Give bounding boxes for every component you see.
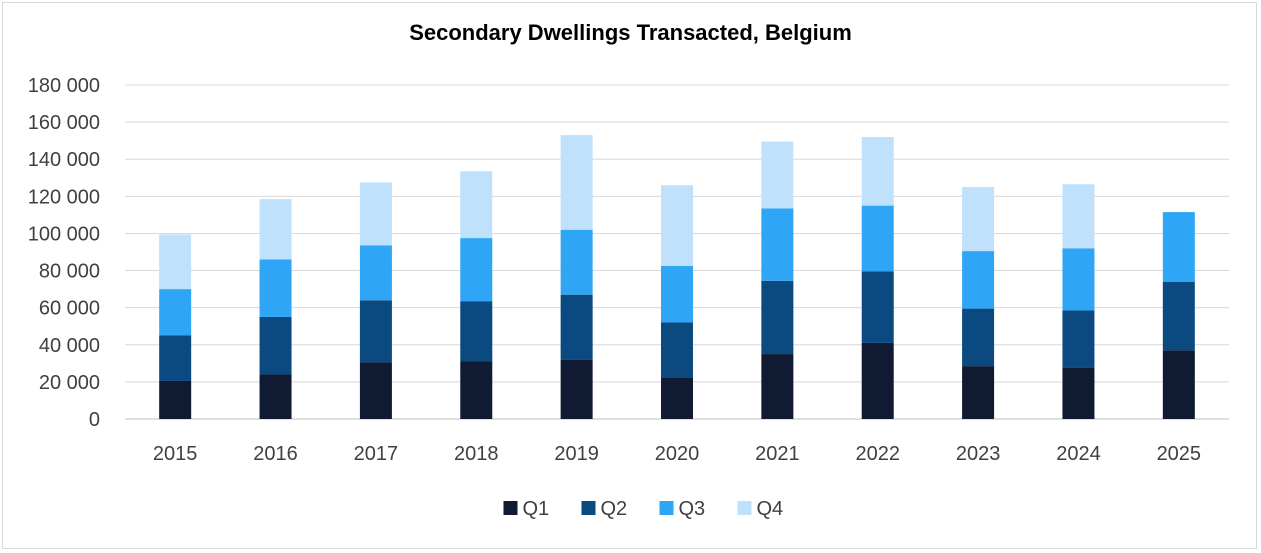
x-tick-label: 2019 [554, 443, 599, 465]
x-tick-label: 2018 [454, 443, 499, 465]
bar-q2-2024 [1062, 310, 1095, 368]
bar-q3-2022 [861, 205, 894, 272]
x-tick-label: 2015 [153, 443, 198, 465]
bar-q4-2022 [861, 136, 894, 206]
x-tick-label: 2023 [956, 443, 1001, 465]
legend-label-q4: Q4 [757, 498, 784, 520]
x-tick-label: 2017 [354, 443, 399, 465]
bar-q1-2022 [861, 342, 894, 419]
x-tick-label: 2016 [253, 443, 298, 465]
bar-q2-2015 [159, 335, 192, 381]
bar-q1-2025 [1162, 350, 1195, 419]
bar-q4-2019 [560, 135, 593, 230]
bar-q4-2020 [661, 185, 693, 266]
y-tick-label: 0 [89, 409, 100, 431]
y-tick-label: 120 000 [28, 186, 100, 208]
bar-q4-2023 [962, 187, 995, 252]
bar-q3-2025 [1162, 212, 1195, 282]
bar-q2-2025 [1162, 281, 1195, 351]
bar-q2-2016 [259, 316, 292, 375]
legend-swatch-q2 [581, 501, 596, 515]
x-tick-label: 2025 [1157, 443, 1202, 465]
y-tick-label: 180 000 [28, 75, 100, 97]
x-tick-label: 2021 [755, 443, 800, 465]
bar-q3-2021 [761, 208, 794, 281]
bar-q3-2024 [1062, 248, 1095, 311]
y-tick-label: 160 000 [28, 112, 100, 134]
bar-q2-2023 [962, 308, 995, 367]
bar-q2-2022 [861, 271, 894, 343]
bar-q1-2024 [1062, 367, 1095, 419]
bar-q4-2017 [359, 182, 392, 246]
bar-q3-2017 [359, 245, 392, 301]
bar-q3-2020 [661, 265, 693, 323]
bar-q2-2017 [359, 300, 392, 363]
bar-q1-2015 [159, 380, 192, 419]
bar-q4-2015 [159, 234, 192, 290]
x-tick-label: 2022 [855, 443, 900, 465]
bar-q1-2021 [761, 354, 794, 419]
legend-swatch-q3 [659, 501, 674, 515]
bar-q1-2023 [962, 366, 995, 419]
bar-q3-2018 [460, 238, 493, 302]
bar-q3-2016 [259, 259, 292, 317]
bar-q4-2018 [460, 171, 493, 239]
bar-q3-2019 [560, 229, 593, 295]
bar-q1-2016 [259, 374, 292, 419]
y-tick-label: 40 000 [39, 335, 100, 357]
y-tick-label: 20 000 [39, 372, 100, 394]
chart-title: Secondary Dwellings Transacted, Belgium [409, 20, 852, 45]
legend-label-q3: Q3 [679, 498, 706, 520]
legend-swatch-q4 [737, 501, 752, 515]
bar-q3-2015 [159, 289, 192, 336]
y-tick-label: 100 000 [28, 223, 100, 245]
bar-q1-2020 [661, 377, 693, 419]
bar-q3-2023 [962, 251, 995, 309]
bar-q1-2017 [359, 362, 392, 419]
bar-q2-2018 [460, 301, 493, 362]
y-tick-label: 80 000 [39, 261, 100, 283]
bar-q1-2019 [560, 359, 593, 419]
bar-q2-2019 [560, 294, 593, 360]
bar-q4-2021 [761, 141, 794, 209]
bar-q4-2016 [259, 199, 292, 260]
x-tick-label: 2020 [655, 443, 700, 465]
bar-q1-2018 [460, 361, 493, 419]
legend-swatch-q1 [503, 501, 518, 515]
bar-q2-2020 [661, 322, 693, 378]
legend-label-q2: Q2 [601, 498, 628, 520]
x-tick-label: 2024 [1056, 443, 1101, 465]
bar-q2-2021 [761, 280, 794, 355]
y-tick-label: 140 000 [28, 149, 100, 171]
bar-q4-2024 [1062, 184, 1095, 249]
legend-label-q1: Q1 [523, 498, 550, 520]
y-tick-label: 60 000 [39, 298, 100, 320]
